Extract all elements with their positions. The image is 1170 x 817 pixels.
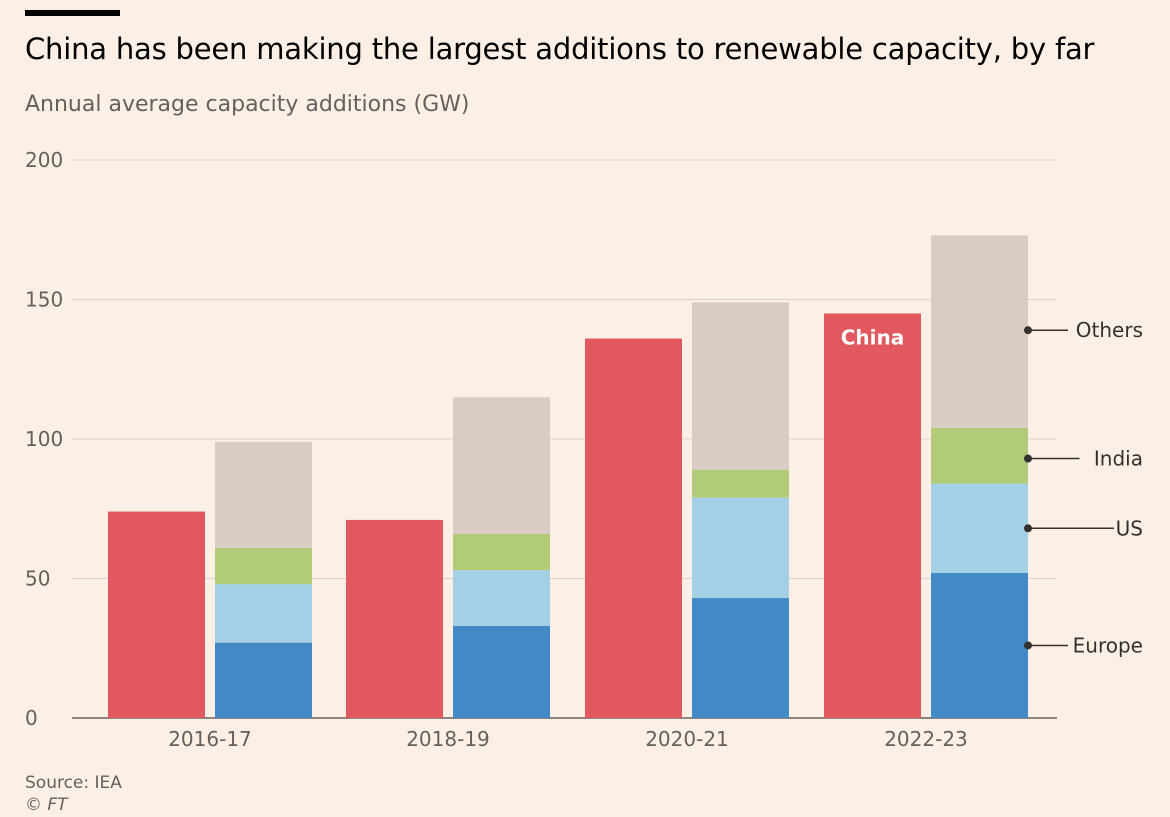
y-tick-label: 100 <box>25 427 63 451</box>
bar-segment-europe <box>453 625 550 718</box>
x-tick-label: 2016-17 <box>168 727 252 751</box>
source-note: Source: IEA <box>25 773 122 793</box>
bar-segment-us <box>931 483 1028 573</box>
bar-segment-others <box>931 235 1028 428</box>
chart-subtitle: Annual average capacity additions (GW) <box>25 92 470 117</box>
bar-segment-us <box>215 584 312 643</box>
chart-title: China has been making the largest additi… <box>25 32 1095 66</box>
y-tick-label: 50 <box>25 567 50 591</box>
y-tick-label: 200 <box>25 148 63 172</box>
bar-segment-others <box>692 302 789 470</box>
bar-segment-europe <box>931 572 1028 718</box>
legend-label-europe: Europe <box>1073 633 1143 657</box>
x-tick-label: 2022-23 <box>884 727 968 751</box>
bar-china <box>585 338 682 718</box>
bar-china <box>108 511 205 718</box>
bar-segment-others <box>453 397 550 534</box>
bar-segment-europe <box>215 642 312 718</box>
x-tick-label: 2020-21 <box>645 727 729 751</box>
legend-label-others: Others <box>1076 318 1143 342</box>
bar-segment-us <box>692 497 789 599</box>
bar-segment-india <box>453 533 550 571</box>
x-tick-label: 2018-19 <box>406 727 490 751</box>
legend-label-india: India <box>1094 447 1143 471</box>
bar-segment-others <box>215 441 312 548</box>
y-tick-label: 150 <box>25 288 63 312</box>
bar-segment-india <box>692 469 789 498</box>
bar-segment-europe <box>692 598 789 718</box>
bar-segment-india <box>215 547 312 585</box>
ft-top-rule <box>25 10 120 16</box>
bar-china <box>346 519 443 718</box>
china-series-label: China <box>841 325 905 349</box>
bar-china <box>824 313 921 718</box>
y-tick-label: 0 <box>25 706 38 730</box>
copyright-note: © FT <box>25 795 68 815</box>
legend-label-us: US <box>1116 516 1143 540</box>
bar-segment-us <box>453 570 550 626</box>
bar-segment-india <box>931 427 1028 484</box>
